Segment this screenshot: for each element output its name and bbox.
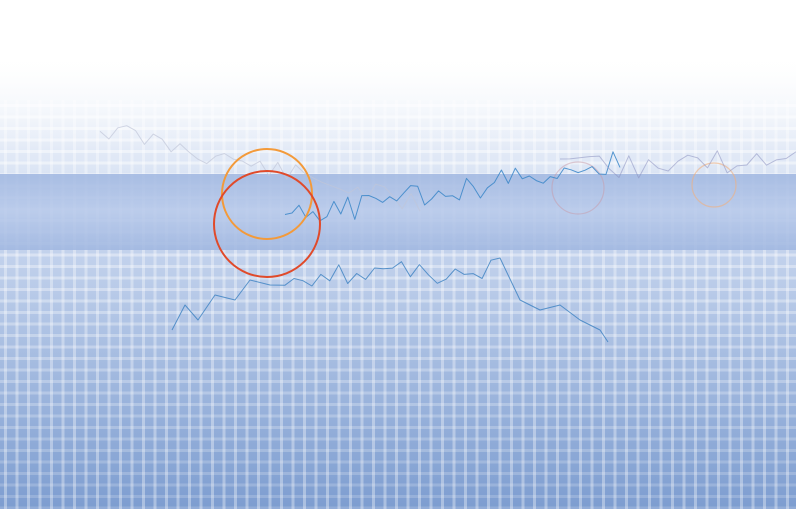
horizontal-band — [0, 174, 796, 250]
warm-crosshair — [0, 80, 560, 400]
faint-crosshair-right — [480, 80, 796, 300]
top-fade — [0, 0, 796, 150]
